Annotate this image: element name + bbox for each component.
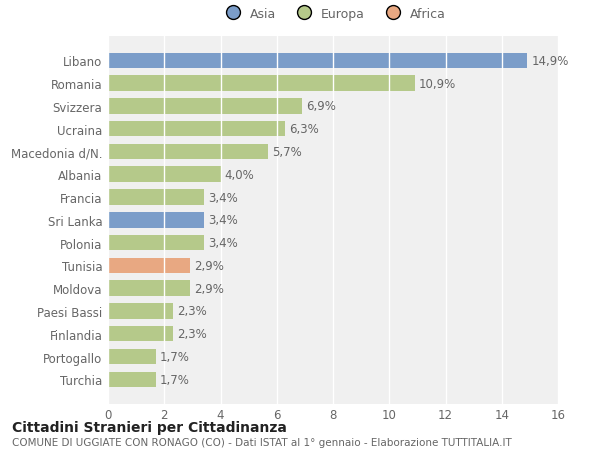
Text: 10,9%: 10,9% [419, 78, 456, 90]
Bar [108, 281, 190, 296]
Bar [108, 303, 173, 319]
Text: 2,9%: 2,9% [194, 282, 224, 295]
Text: 2,3%: 2,3% [177, 328, 206, 341]
Text: COMUNE DI UGGIATE CON RONAGO (CO) - Dati ISTAT al 1° gennaio - Elaborazione TUTT: COMUNE DI UGGIATE CON RONAGO (CO) - Dati… [12, 437, 512, 447]
Bar [108, 53, 527, 69]
Bar [108, 76, 415, 92]
Bar [108, 235, 203, 251]
Bar [108, 145, 268, 160]
Bar [108, 167, 221, 183]
Text: 4,0%: 4,0% [225, 168, 254, 181]
Text: 14,9%: 14,9% [531, 55, 569, 67]
Text: 3,4%: 3,4% [208, 191, 238, 204]
Bar [108, 122, 285, 137]
Bar [108, 349, 156, 364]
Text: 6,3%: 6,3% [289, 123, 319, 136]
Text: 5,7%: 5,7% [272, 146, 302, 159]
Bar [108, 372, 156, 387]
Text: Cittadini Stranieri per Cittadinanza: Cittadini Stranieri per Cittadinanza [12, 420, 287, 434]
Text: 1,7%: 1,7% [160, 350, 190, 363]
Bar [108, 258, 190, 274]
Text: 3,4%: 3,4% [208, 236, 238, 250]
Text: 3,4%: 3,4% [208, 214, 238, 227]
Bar [108, 326, 173, 342]
Bar [108, 190, 203, 205]
Bar [108, 213, 203, 228]
Legend: Asia, Europa, Africa: Asia, Europa, Africa [215, 3, 451, 26]
Text: 2,9%: 2,9% [194, 259, 224, 272]
Text: 6,9%: 6,9% [306, 100, 336, 113]
Text: 1,7%: 1,7% [160, 373, 190, 386]
Bar [108, 99, 302, 114]
Text: 2,3%: 2,3% [177, 305, 206, 318]
